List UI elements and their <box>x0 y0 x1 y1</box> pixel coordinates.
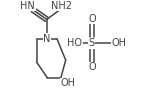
Text: HN: HN <box>20 1 35 11</box>
Text: NH2: NH2 <box>51 1 72 11</box>
Text: O: O <box>88 62 96 72</box>
Text: O: O <box>88 14 96 24</box>
Text: HO: HO <box>67 38 82 48</box>
Text: OH: OH <box>111 38 126 48</box>
Text: S: S <box>89 38 95 48</box>
Text: OH: OH <box>61 79 76 89</box>
Text: N: N <box>43 34 50 44</box>
